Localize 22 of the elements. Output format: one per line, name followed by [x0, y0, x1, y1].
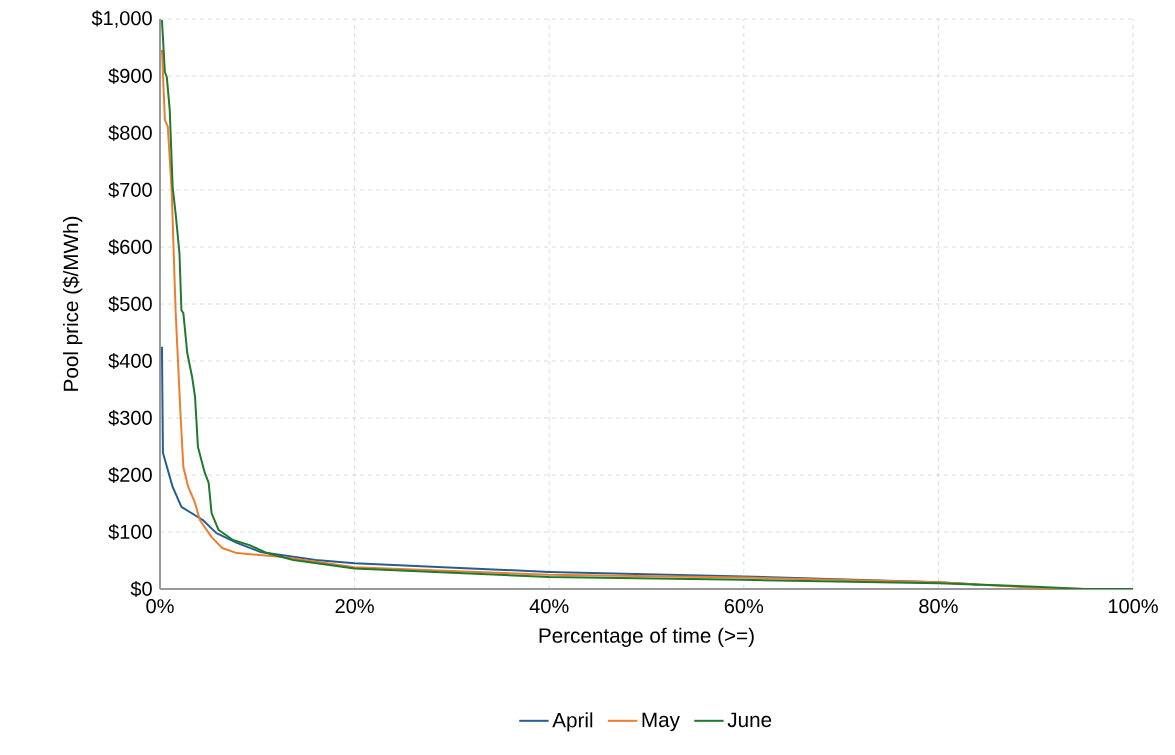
legend-label: April — [552, 712, 593, 732]
y-tick-label: $300 — [108, 409, 152, 427]
y-tick-label: $400 — [108, 352, 152, 370]
x-tick-label: 100% — [1108, 599, 1158, 614]
y-tick-label: $700 — [108, 181, 152, 199]
y-tick-label: $600 — [108, 238, 152, 256]
y-tick-label: $200 — [108, 466, 152, 484]
x-tick-label: 80% — [919, 599, 958, 614]
y-tick-label: $900 — [108, 67, 152, 85]
legend-label: May — [642, 712, 680, 732]
y-tick-label: $0 — [130, 580, 152, 598]
y-tick-label: $1,000 — [91, 10, 152, 28]
x-tick-label: 40% — [529, 599, 569, 614]
x-tick-label: 60% — [724, 599, 764, 614]
y-tick-label: $100 — [108, 523, 152, 541]
y-axis-title: Pool price ($/MWh) — [62, 216, 83, 391]
legend-label: June — [727, 712, 772, 728]
x-tick-label: 20% — [335, 599, 374, 614]
x-axis-title: Percentage of time (>=) — [539, 627, 754, 647]
y-tick-label: $800 — [108, 124, 152, 142]
x-tick-label: 0% — [146, 599, 174, 614]
y-tick-label: $500 — [108, 295, 152, 313]
